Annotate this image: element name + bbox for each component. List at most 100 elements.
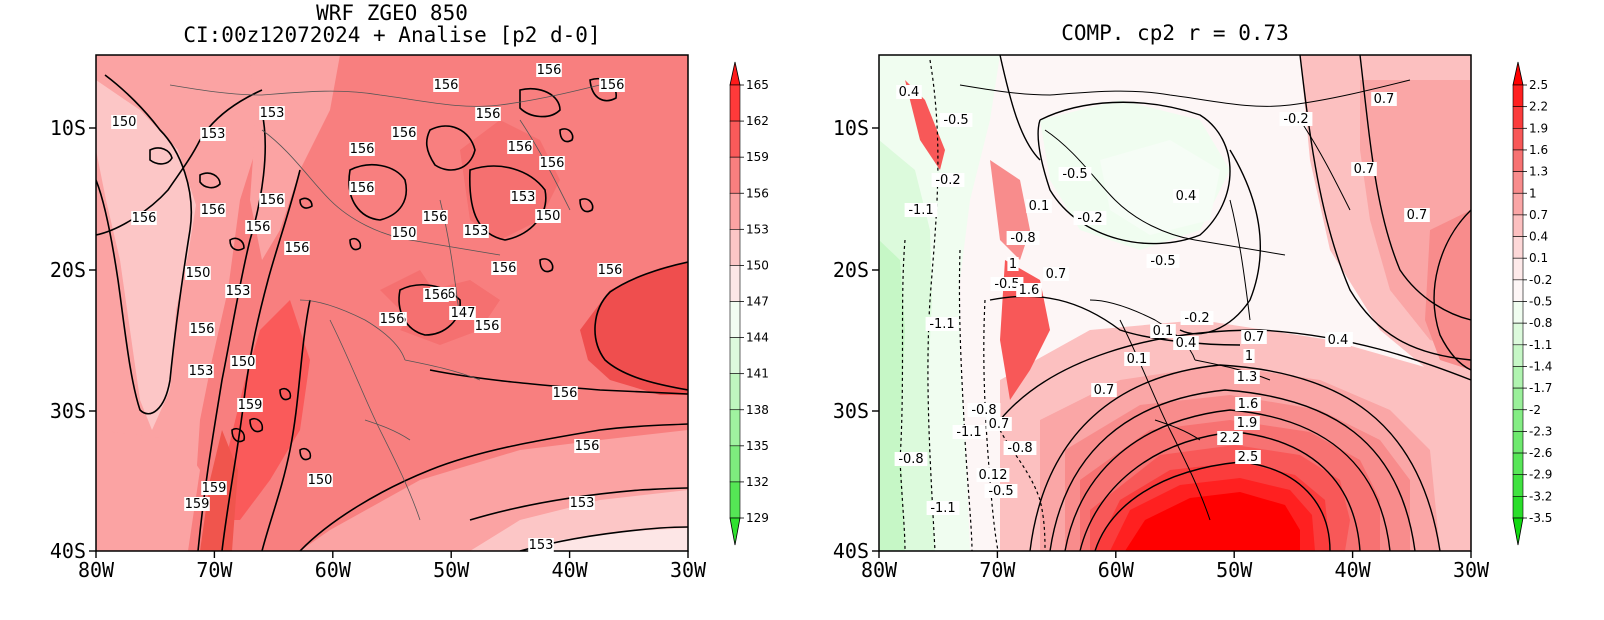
right-colorbar-label: -2.6 (1529, 446, 1552, 460)
right-contour-label-bg (1351, 162, 1377, 176)
right-title: COMP. cp2 r = 0.73 (1061, 21, 1289, 45)
right-colorbar-label: -0.8 (1529, 316, 1552, 330)
left-y-tick-label: 40S (50, 539, 86, 563)
left-x-tick-label: 40W (552, 558, 589, 582)
left-colorbar-label: 135 (746, 439, 769, 453)
left-contour-label: 156 (350, 181, 375, 196)
left-contour-label: 156 (575, 439, 600, 454)
left-colorbar-swatch (729, 301, 741, 338)
left-contour-label-bg (200, 127, 226, 141)
left-contour-label: 153 (260, 106, 285, 121)
left-colorbar-label: 132 (746, 475, 769, 489)
right-contour-label: 0.12 (979, 468, 1008, 483)
left-contour-label-bg (510, 190, 536, 204)
right-colorbar-label: -3.2 (1529, 489, 1552, 503)
left-contour-label-bg (433, 78, 459, 92)
right-colorbar-swatch (1512, 214, 1524, 237)
right-colorbar-top-arrow (1512, 61, 1524, 86)
right-contour-label: -0.8 (1007, 441, 1032, 456)
right-y-tick-label: 20S (833, 258, 869, 282)
right-contour-label-bg (1235, 397, 1261, 411)
right-colorbar-swatch (1512, 257, 1524, 281)
left-colorbar-label: 153 (746, 222, 769, 236)
left-contour-label: 153 (201, 127, 226, 142)
right-contour-label: 0.7 (1407, 208, 1428, 223)
right-colorbar-label: 0.4 (1529, 230, 1548, 244)
right-colorbar-label: -2.9 (1529, 468, 1552, 482)
left-colorbar-top-arrow (729, 61, 741, 86)
left-contours (96, 74, 688, 551)
left-panel: WRF ZGEO 850 CI:00z12072024 + Analise [p… (50, 1, 769, 582)
left-contour-label-bg (475, 107, 501, 121)
left-contour-label-bg (528, 538, 554, 552)
left-contour-label-bg (597, 263, 623, 277)
right-colorbar-label: 2.2 (1529, 100, 1548, 114)
right-contour-label-bg (1043, 267, 1069, 281)
right-contour-label: -0.2 (935, 173, 960, 188)
left-y-tick-label: 10S (50, 116, 86, 140)
right-contour-label-bg (1003, 441, 1037, 455)
right-contour-label-bg (1058, 167, 1092, 181)
right-contour-label-bg (1243, 349, 1255, 363)
right-colorbar-swatch (1512, 431, 1524, 454)
left-colorbar-swatch (729, 229, 741, 266)
right-x-tick-label: 30W (1453, 558, 1490, 582)
right-contour-label: -0.5 (1062, 167, 1087, 182)
right-colorbar-swatch (1512, 344, 1524, 367)
left-contour-label-bg (599, 78, 625, 92)
right-contour-label: 0.7 (1094, 383, 1115, 398)
right-colorbar-label: -2.3 (1529, 424, 1552, 438)
left-colorbar-swatch (729, 409, 741, 447)
right-colorbar-label: 1 (1529, 186, 1537, 200)
left-contour-label: 156 (540, 156, 565, 171)
right-contour-label: 1.9 (1237, 416, 1258, 431)
left-contour-label: 150 (112, 115, 137, 130)
left-contour-label: 156 (423, 210, 448, 225)
left-y-tick-label: 20S (50, 258, 86, 282)
right-contour-label: -0.5 (943, 113, 968, 128)
right-contour-label-bg (1073, 211, 1107, 225)
left-colorbar-label: 150 (746, 258, 769, 272)
right-contour-label-bg (1371, 92, 1397, 106)
left-colorbar-label: 156 (746, 186, 769, 200)
left-contour-label-bg (422, 210, 448, 224)
right-colorbar-swatch (1512, 149, 1524, 172)
right-colorbar-swatch (1512, 84, 1524, 107)
left-contour-label-bg (189, 322, 215, 336)
left-contour-label: 147 (451, 306, 476, 321)
right-contour-label-bg (931, 173, 965, 187)
right-contour-label-bg (952, 425, 986, 439)
left-contour-label-bg (349, 181, 375, 195)
right-contour-label-bg (896, 85, 922, 99)
right-contour-label: 1.6 (1238, 397, 1259, 412)
left-contour-label: 156 (475, 319, 500, 334)
right-contour-label: -0.8 (898, 452, 923, 467)
left-contour-label-bg (201, 481, 227, 495)
left-contour-label: 150 (392, 226, 417, 241)
left-colorbar-label: 129 (746, 511, 769, 525)
right-x-tick-label: 50W (1216, 558, 1253, 582)
left-colorbar-label: 144 (746, 331, 769, 345)
left-contour-label-bg (391, 226, 417, 240)
left-colorbar-swatch (729, 265, 741, 302)
left-contour-label-bg (474, 319, 500, 333)
right-colorbar-swatch (1512, 171, 1524, 194)
right-contour-label-bg (1146, 254, 1180, 268)
right-colorbar-swatch (1512, 301, 1524, 324)
left-contour-label-bg (237, 398, 263, 412)
right-colorbar-swatch (1512, 322, 1524, 346)
left-contour-label: 153 (529, 538, 554, 553)
left-contour-label-bg (184, 497, 210, 511)
right-colorbar-bottom-arrow (1512, 517, 1524, 546)
right-contour-label-bg (1173, 336, 1199, 350)
left-x-axis: 80W 70W 60W 50W 40W 30W (78, 551, 707, 582)
left-contour-label: 156 (350, 142, 375, 157)
left-contour-label: 156 (380, 312, 405, 327)
right-contour-label: 1 (1009, 257, 1017, 272)
right-contour-label: 0.4 (1176, 336, 1197, 351)
left-x-tick-label: 30W (670, 558, 707, 582)
left-contour-label-bg (225, 284, 251, 298)
left-contour-label: 153 (189, 364, 214, 379)
right-contour-label-bg (1007, 257, 1019, 271)
